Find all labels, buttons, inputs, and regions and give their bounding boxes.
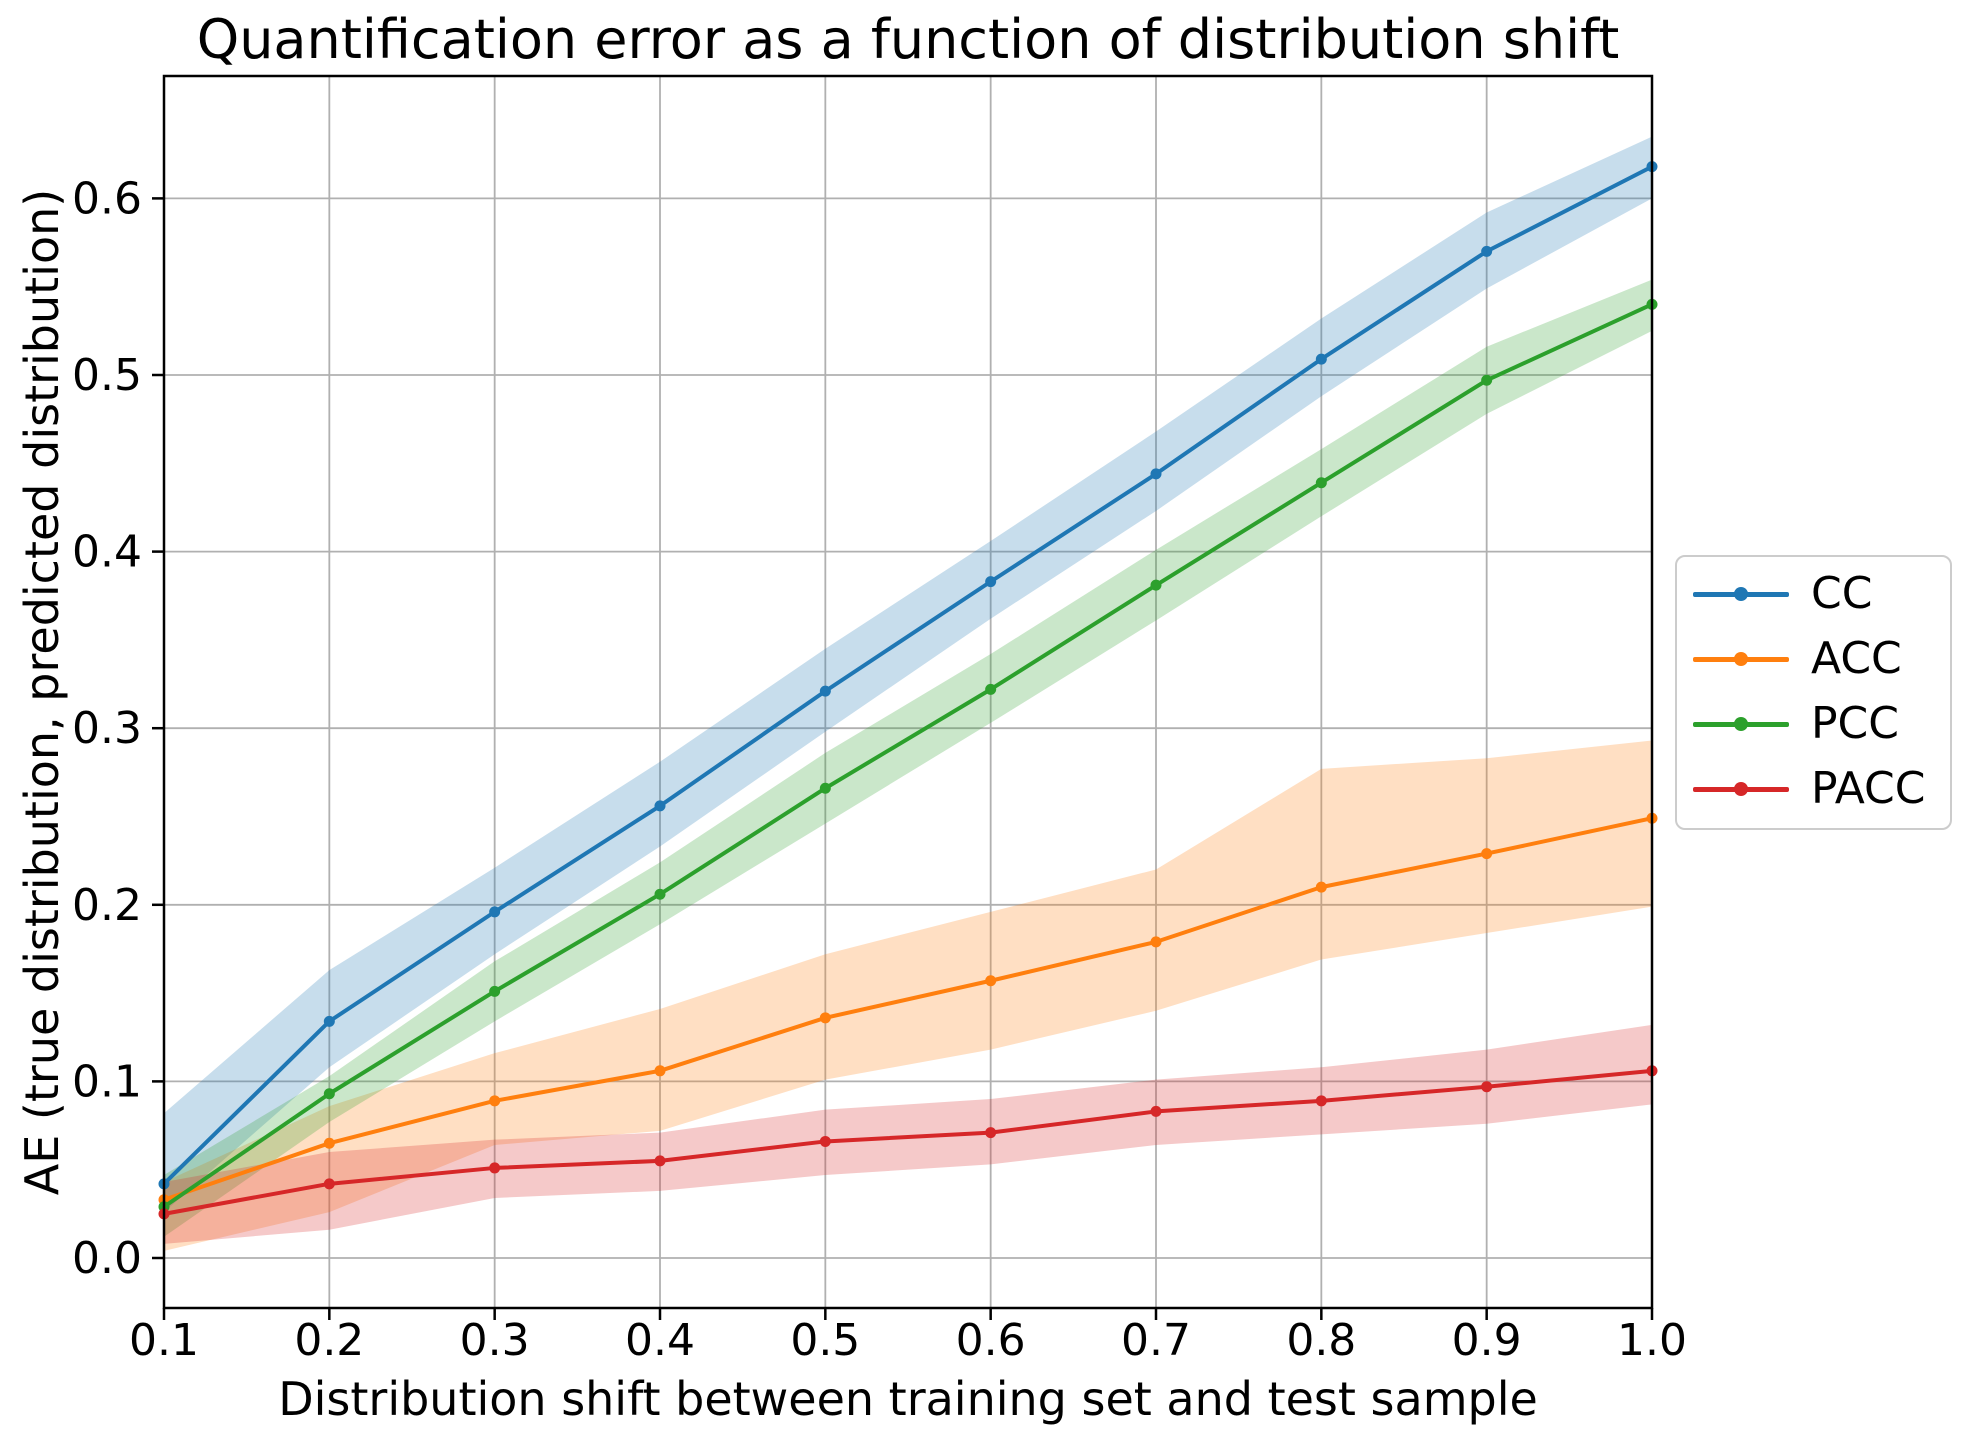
pacc-marker (489, 1162, 501, 1174)
legend-entry-acc: ACC (1677, 627, 1950, 691)
acc-legend-line (1693, 652, 1789, 666)
x-tick-label: 0.8 (1286, 1315, 1356, 1366)
acc-marker (985, 975, 997, 987)
acc-marker (1150, 936, 1162, 948)
pacc-marker (1481, 1081, 1493, 1093)
x-tick-label: 0.3 (460, 1315, 530, 1366)
pcc-legend-marker (1734, 717, 1748, 731)
x-tick-label: 0.5 (790, 1315, 860, 1366)
y-tick-label: 0.0 (72, 1233, 142, 1284)
y-tick-label: 0.6 (72, 173, 142, 224)
axes-spines (162, 74, 1654, 1310)
pcc-line (162, 302, 1653, 1209)
legend-label-acc: ACC (1811, 633, 1902, 684)
x-tick-label: 0.6 (956, 1315, 1026, 1366)
legend-label-cc: CC (1811, 568, 1873, 619)
legend-label-pcc: PCC (1811, 698, 1899, 749)
pacc-marker (323, 1178, 335, 1190)
pacc-legend-marker (1734, 782, 1748, 796)
x-tick-label: 0.2 (294, 1315, 364, 1366)
pacc-marker (654, 1155, 666, 1167)
cc-line (162, 164, 1653, 1186)
acc-marker (489, 1095, 501, 1107)
acc-confidence-band (164, 740, 1652, 1251)
cc-legend-marker (1734, 587, 1748, 601)
x-tick-label: 1.0 (1617, 1315, 1687, 1366)
cc-confidence-band (164, 136, 1652, 1213)
cc-marker (985, 576, 997, 588)
pacc-marker (1150, 1105, 1162, 1117)
pcc-marker (1150, 579, 1162, 591)
pcc-marker (1315, 477, 1327, 489)
acc-legend-marker (1734, 652, 1748, 666)
pcc-marker (654, 888, 666, 900)
y-axis-label-text: AE (true distribution, predicted distrib… (15, 188, 69, 1196)
cc-marker (819, 685, 831, 697)
pacc-legend-line (1693, 782, 1789, 796)
pcc-marker (985, 683, 997, 695)
pcc-marker (1481, 374, 1493, 386)
acc-marker (654, 1065, 666, 1077)
x-tick-label: 0.9 (1452, 1315, 1522, 1366)
acc-marker (1481, 848, 1493, 860)
x-tick-label: 0.1 (129, 1315, 199, 1366)
cc-marker (654, 800, 666, 812)
y-tick-label: 0.5 (72, 350, 142, 401)
pacc-marker (985, 1127, 997, 1139)
cc-marker (489, 906, 501, 918)
pacc-line (163, 1068, 1653, 1216)
cc-legend-line (1693, 587, 1789, 601)
pcc-marker (323, 1088, 335, 1100)
chart-title: Quantification error as a function of di… (196, 8, 1620, 71)
x-axis-label: Distribution shift between training set … (278, 1372, 1538, 1426)
legend-entry-pcc: PCC (1677, 692, 1950, 756)
acc-marker (323, 1137, 335, 1149)
pcc-marker (489, 985, 501, 997)
x-tick-label: 0.7 (1121, 1315, 1191, 1366)
cc-marker (323, 1015, 335, 1027)
legend: CC ACC PCC PACC (1675, 555, 1952, 830)
pacc-confidence-band (164, 1024, 1652, 1244)
y-tick-label: 0.2 (72, 880, 142, 931)
y-tick-label: 0.4 (72, 527, 142, 578)
acc-marker (819, 1012, 831, 1024)
pacc-marker (1315, 1095, 1327, 1107)
cc-marker (1315, 353, 1327, 365)
acc-marker (1315, 881, 1327, 893)
y-tick-label: 0.3 (72, 703, 142, 754)
legend-entry-cc: CC (1677, 562, 1950, 626)
cc-marker (1150, 468, 1162, 480)
pcc-legend-line (1693, 717, 1789, 731)
y-tick-label: 0.1 (72, 1056, 142, 1107)
pacc-marker (819, 1135, 831, 1147)
x-tick-label: 0.4 (625, 1315, 695, 1366)
cc-marker (1481, 245, 1493, 257)
legend-entry-pacc: PACC (1677, 757, 1950, 821)
pcc-confidence-band (164, 279, 1652, 1237)
legend-label-pacc: PACC (1811, 763, 1926, 814)
acc-line (163, 816, 1653, 1202)
pcc-marker (819, 782, 831, 794)
